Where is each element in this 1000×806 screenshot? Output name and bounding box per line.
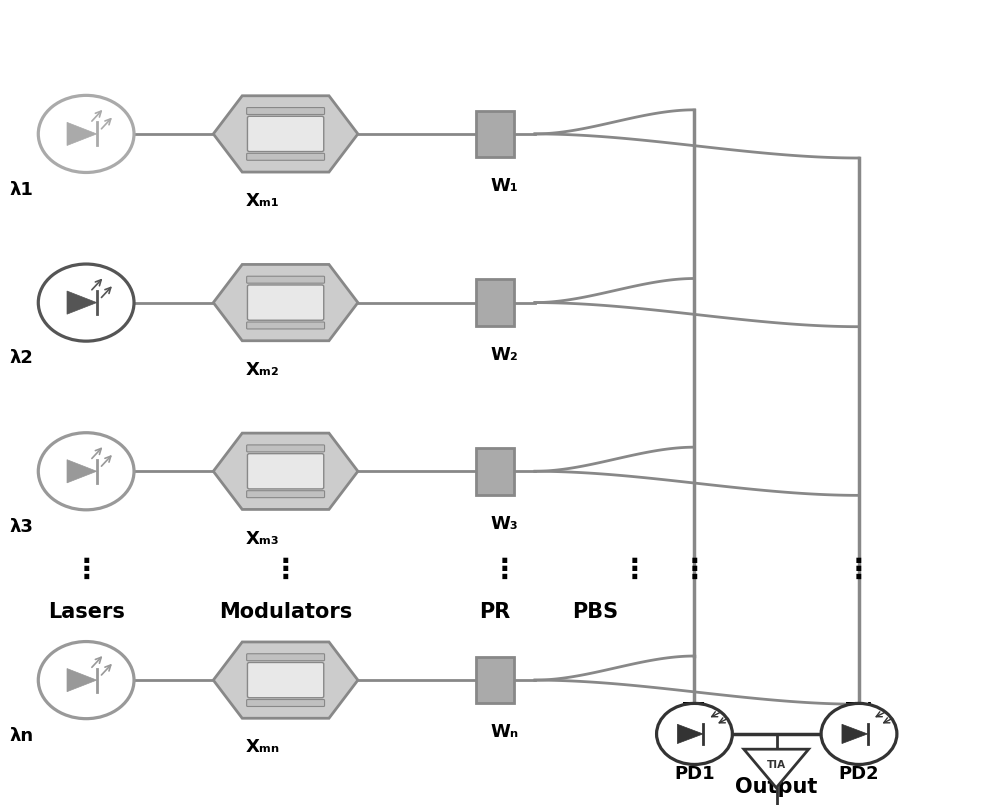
- FancyBboxPatch shape: [247, 454, 324, 489]
- Text: λ1: λ1: [9, 181, 33, 198]
- FancyBboxPatch shape: [247, 285, 324, 320]
- Text: ⋮: ⋮: [621, 556, 648, 584]
- Text: ⋮: ⋮: [845, 556, 873, 584]
- Polygon shape: [213, 96, 358, 172]
- Text: TM: TM: [846, 701, 872, 719]
- Text: PD2: PD2: [839, 765, 879, 783]
- Text: ⋮: ⋮: [681, 556, 708, 584]
- Polygon shape: [67, 123, 97, 146]
- Polygon shape: [213, 642, 358, 718]
- Text: PBS: PBS: [572, 602, 618, 622]
- FancyBboxPatch shape: [247, 700, 325, 707]
- FancyBboxPatch shape: [247, 153, 325, 160]
- Text: Lasers: Lasers: [48, 602, 125, 622]
- Circle shape: [38, 433, 134, 510]
- FancyBboxPatch shape: [247, 663, 324, 698]
- FancyBboxPatch shape: [476, 448, 514, 495]
- Text: Xₘ₂: Xₘ₂: [246, 361, 279, 379]
- Polygon shape: [213, 433, 358, 509]
- Text: Wₙ: Wₙ: [490, 724, 518, 742]
- FancyBboxPatch shape: [247, 654, 325, 661]
- FancyBboxPatch shape: [476, 110, 514, 157]
- Text: W₁: W₁: [490, 177, 518, 195]
- Text: Xₘ₁: Xₘ₁: [246, 192, 279, 210]
- Text: λ2: λ2: [9, 349, 33, 368]
- Text: PR: PR: [479, 602, 511, 622]
- Text: TE: TE: [683, 701, 706, 719]
- Text: λn: λn: [9, 727, 33, 745]
- FancyBboxPatch shape: [476, 657, 514, 704]
- Text: TIA: TIA: [767, 759, 786, 770]
- Circle shape: [38, 264, 134, 341]
- FancyBboxPatch shape: [247, 491, 325, 497]
- Text: ⋮: ⋮: [72, 556, 100, 584]
- Text: W₂: W₂: [490, 346, 518, 364]
- Circle shape: [821, 704, 897, 764]
- Text: Xₘₙ: Xₘₙ: [246, 738, 280, 756]
- Polygon shape: [677, 725, 703, 744]
- Text: W₃: W₃: [490, 515, 518, 533]
- FancyBboxPatch shape: [476, 280, 514, 326]
- Circle shape: [38, 642, 134, 719]
- Polygon shape: [67, 459, 97, 483]
- Text: Modulators: Modulators: [219, 602, 352, 622]
- Text: ⋮: ⋮: [272, 556, 299, 584]
- FancyBboxPatch shape: [247, 107, 325, 114]
- FancyBboxPatch shape: [247, 445, 325, 452]
- Circle shape: [38, 95, 134, 172]
- Polygon shape: [744, 750, 809, 787]
- Polygon shape: [67, 668, 97, 692]
- Polygon shape: [67, 291, 97, 314]
- FancyBboxPatch shape: [247, 276, 325, 283]
- Text: PD1: PD1: [674, 765, 715, 783]
- Text: Xₘ₃: Xₘ₃: [246, 530, 279, 547]
- Circle shape: [657, 704, 732, 764]
- Polygon shape: [213, 264, 358, 341]
- Text: Output: Output: [735, 776, 817, 796]
- FancyBboxPatch shape: [247, 116, 324, 152]
- Polygon shape: [842, 725, 868, 744]
- FancyBboxPatch shape: [247, 322, 325, 329]
- Text: λ3: λ3: [9, 518, 33, 536]
- Text: ⋮: ⋮: [491, 556, 519, 584]
